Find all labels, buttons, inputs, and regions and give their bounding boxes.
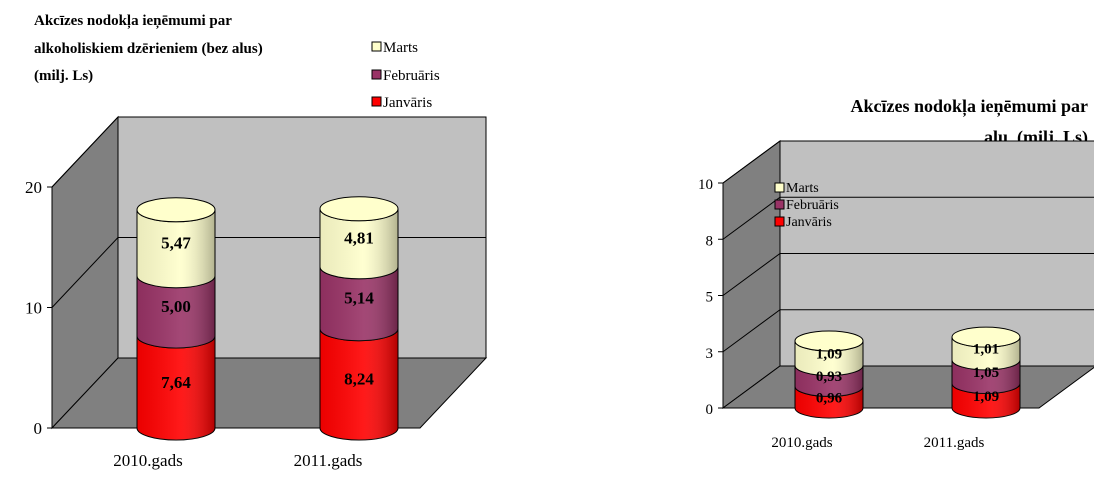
x-category-label: 2010.gads (113, 451, 182, 470)
chart-alcohol-axis-labels: 0 10 20 2010.gads 2011.gads (25, 178, 362, 470)
bar-marts-2010-gads-top (136, 197, 216, 223)
bar-janvaris-2010-gads-shading (795, 386, 863, 418)
x-category-label: 2011.gads (294, 451, 363, 470)
y-tick-label: 0 (34, 419, 43, 438)
chart-beer-plot-frame (718, 140, 1094, 409)
bar-februaris-2011-gads-shading (952, 359, 1020, 394)
bar-marts-2011-gads-shading (952, 337, 1020, 370)
floor (721, 365, 1094, 409)
legend-label-janvaris: Janvāris (383, 95, 432, 111)
x-category-label: 2011.gads (924, 435, 985, 451)
y-tick-label: 3 (706, 346, 714, 362)
data-label-februaris-2010-gads: 0,93 (816, 369, 842, 385)
y-tick-label: 0 (706, 402, 714, 418)
gridline (722, 253, 1094, 296)
bar-group-2011-gads: 1,09 1,05 1,01 (951, 326, 1021, 419)
legend-swatch-februaris (774, 199, 785, 210)
bar-janvaris-2011-gads-shading (320, 328, 398, 440)
bar-janvaris-2010-gads-shading (137, 335, 216, 440)
chart-alcohol: Akcīzes nodokļa ieņēmumi par alkoholiski… (25, 13, 488, 470)
gridline (722, 196, 1094, 240)
bar-group-2011-gads: 8,24 5,14 4,81 (319, 196, 399, 441)
chart-beer-title-line-1: Akcīzes nodokļa ieņēmumi par (850, 96, 1088, 117)
legend-swatch-janvaris (371, 96, 382, 107)
bar-marts-2010-gads-shading (137, 209, 216, 288)
chart-alcohol-title-line-1: Akcīzes nodokļa ieņēmumi par (34, 13, 232, 29)
data-label-marts-2011-gads: 4,81 (344, 229, 374, 248)
data-label-marts-2010-gads: 5,47 (161, 234, 191, 253)
data-label-janvaris-2010-gads: 7,64 (161, 373, 191, 392)
gridline (722, 140, 1094, 184)
bar-februaris-2010-gads-shading (137, 275, 216, 348)
chart-alcohol-plot-frame (47, 115, 488, 430)
legend-label-janvaris: Janvāris (786, 215, 832, 230)
legend-swatch-marts (371, 41, 382, 52)
legend-swatch-februaris (371, 69, 382, 80)
bar-marts-2011-gads-top (951, 326, 1021, 348)
chart-alcohol-legend: Marts Februāris Janvāris (371, 40, 440, 111)
bar-marts-2010-gads-top (794, 330, 864, 352)
data-label-februaris-2011-gads: 1,05 (973, 365, 999, 381)
bar-februaris-2011-gads-shading (320, 266, 398, 341)
chart-alcohol-title-line-2: alkoholiskiem dzērieniem (bez alus) (34, 41, 263, 57)
data-label-janvaris-2011-gads: 8,24 (344, 369, 374, 388)
x-category-label: 2010.gads (771, 435, 832, 451)
data-label-janvaris-2011-gads: 1,09 (973, 389, 999, 405)
data-label-februaris-2011-gads: 5,14 (344, 289, 374, 308)
legend-label-marts: Marts (383, 40, 418, 56)
bar-februaris-2010-gads-shading (795, 365, 863, 397)
chart-beer-bars: 0,96 0,93 1,09 1,09 1,05 1,01 (794, 326, 1021, 419)
legend-swatch-marts (774, 182, 785, 193)
y-tick-label: 8 (706, 233, 714, 249)
chart-beer-axis-labels: 0 3 5 8 10 2010.gads 2011.gads (698, 177, 984, 451)
chart-alcohol-title-line-3: (milj. Ls) (34, 68, 93, 84)
bar-marts-2011-gads-shading (320, 208, 398, 279)
legend-label-februaris: Februāris (786, 198, 839, 213)
legend-swatch-janvaris (774, 216, 785, 227)
y-tick-label: 5 (706, 290, 714, 306)
data-label-marts-2010-gads: 1,09 (816, 346, 842, 362)
bar-marts-2011-gads-top (319, 196, 399, 222)
gridline (51, 116, 486, 188)
bar-group-2010-gads: 0,96 0,93 1,09 (794, 330, 864, 419)
data-label-janvaris-2010-gads: 0,96 (816, 390, 843, 406)
gridline (722, 309, 1094, 353)
legend-label-marts: Marts (786, 181, 819, 196)
data-label-februaris-2010-gads: 5,00 (161, 297, 191, 316)
y-tick-label: 10 (25, 299, 42, 318)
data-label-marts-2011-gads: 1,01 (973, 342, 999, 358)
chart-beer-legend: Marts Februāris Janvāris (774, 181, 839, 230)
y-tick-label: 20 (25, 178, 42, 197)
floor (50, 357, 488, 429)
y-tick-label: 10 (698, 177, 713, 193)
bar-janvaris-2011-gads-shading (952, 383, 1020, 418)
chart-alcohol-bars: 7,64 5,00 5,47 8,24 5,14 4,81 (136, 196, 399, 441)
bar-group-2010-gads: 7,64 5,00 5,47 (136, 197, 216, 441)
bar-marts-2010-gads-shading (795, 340, 863, 376)
chart-beer: Akcīzes nodokļa ieņēmumi par alu (milj. … (698, 96, 1094, 451)
legend-label-februaris: Februāris (383, 68, 440, 84)
